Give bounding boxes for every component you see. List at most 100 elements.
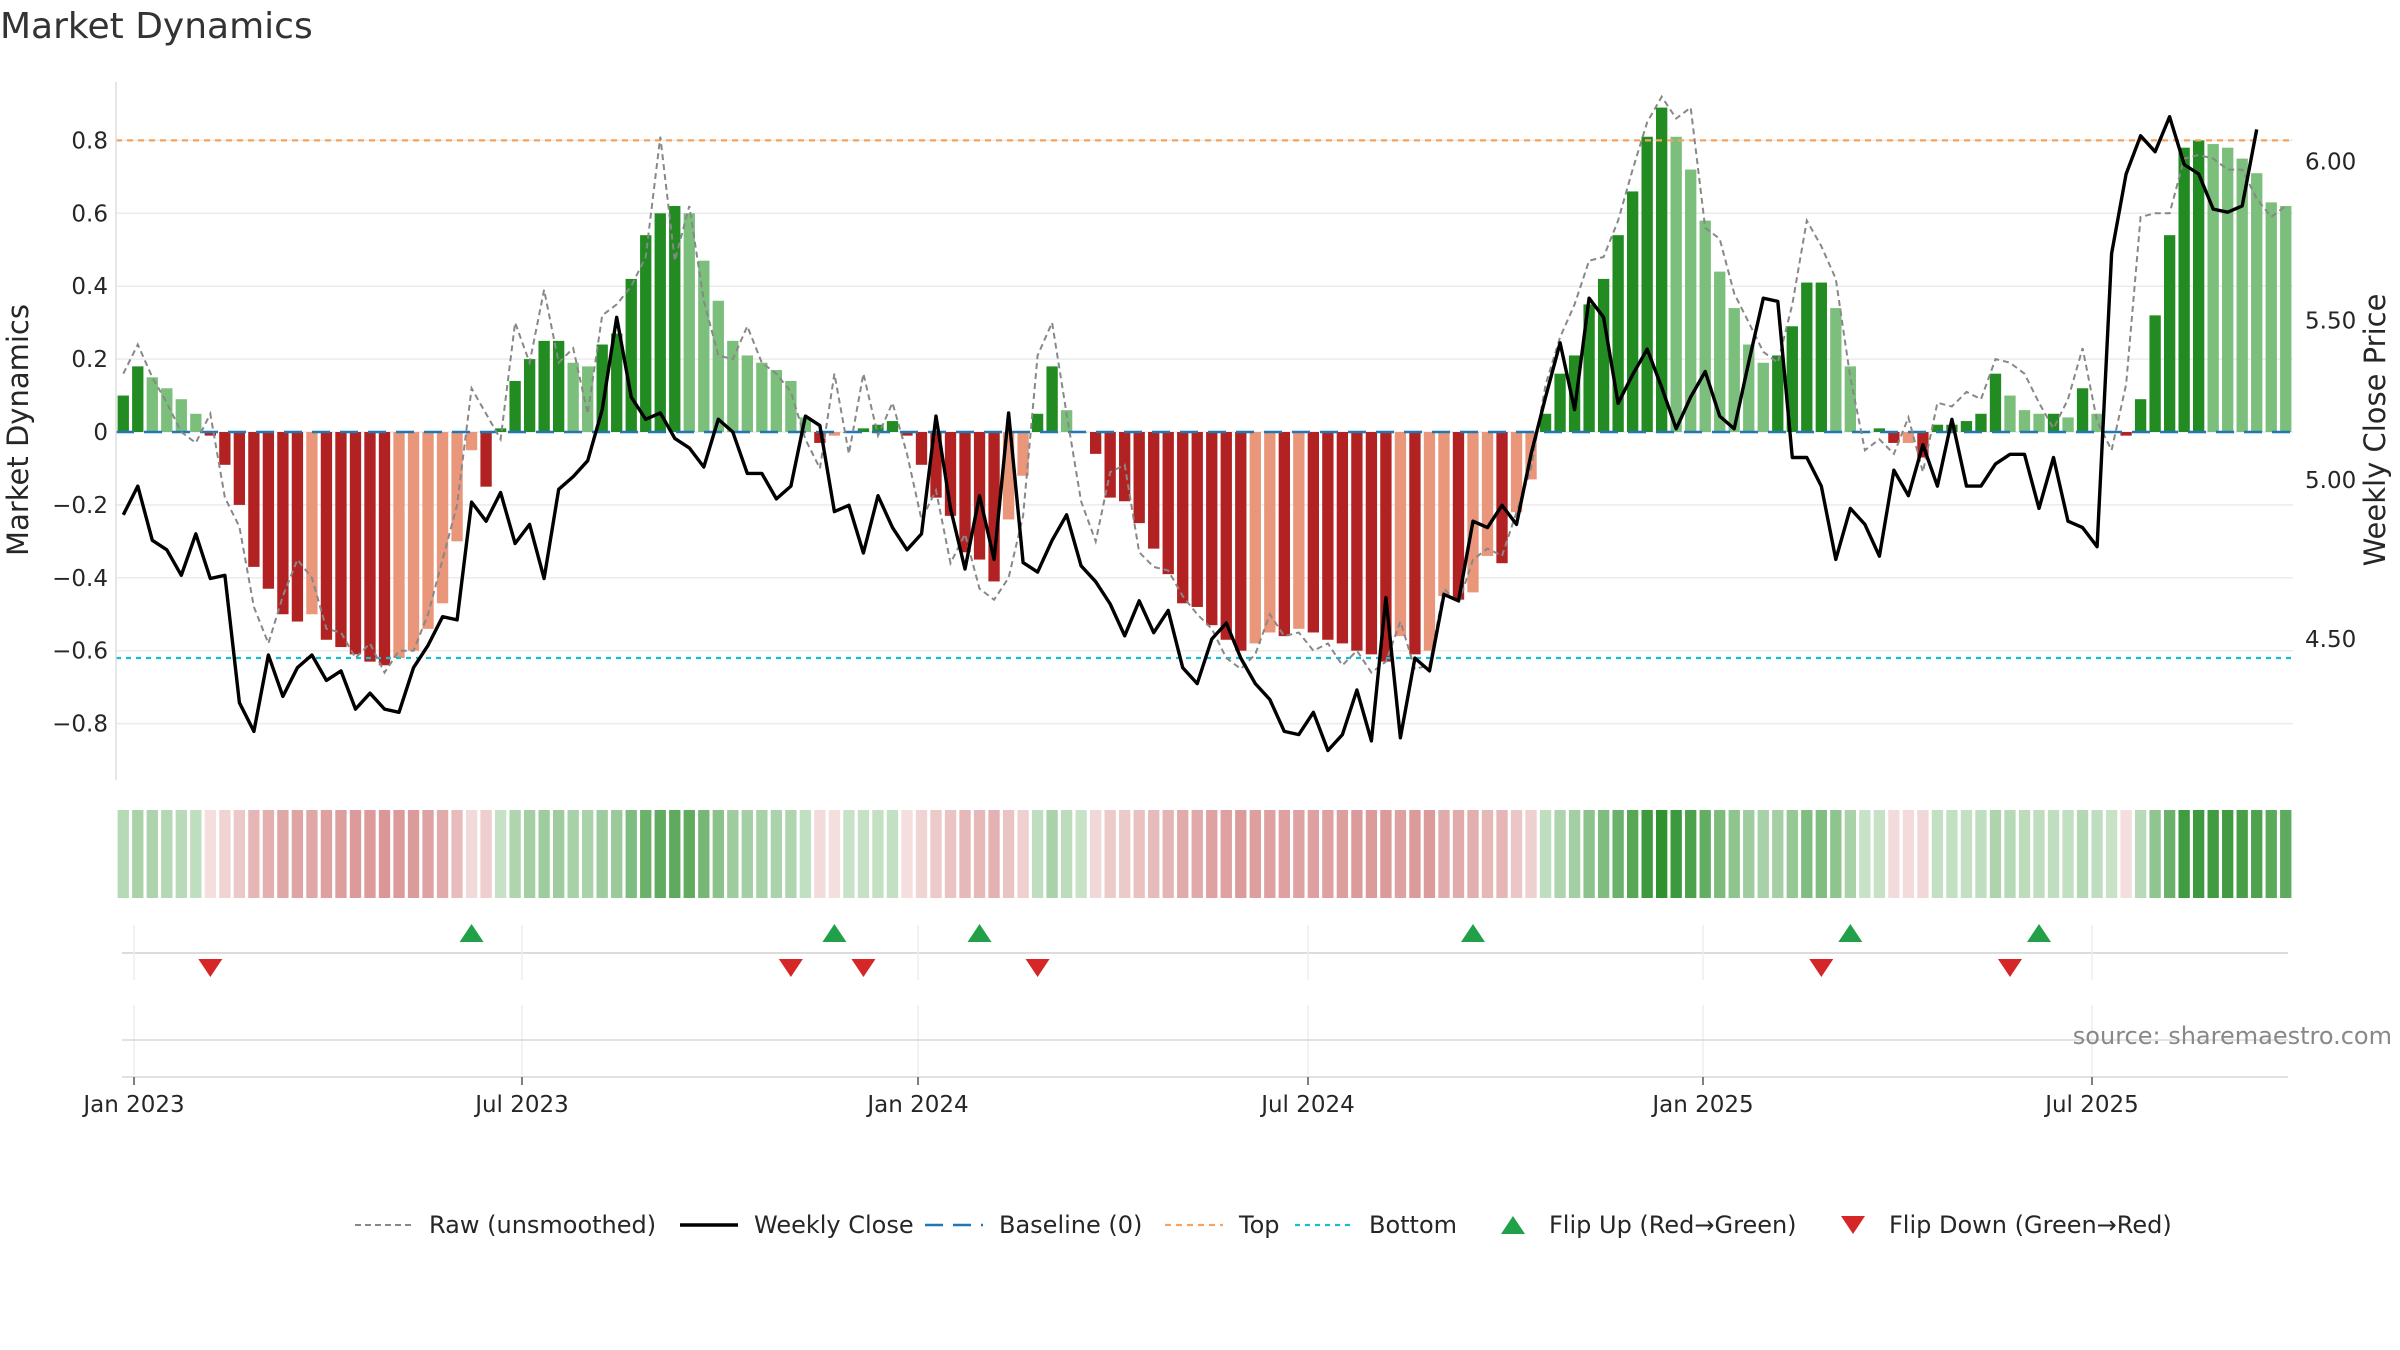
dynamics-bar	[2222, 147, 2234, 432]
flip-down-marker	[851, 959, 876, 977]
flip-markers-panel	[122, 924, 2288, 980]
heat-cell	[2047, 810, 2060, 898]
heat-cell	[306, 810, 318, 898]
flip-up-marker	[2027, 924, 2052, 942]
flip-up-marker	[459, 924, 484, 942]
dynamics-bar	[1626, 191, 1639, 432]
left-tick-label: −0.8	[52, 712, 108, 738]
dynamics-bar	[1989, 373, 2002, 432]
heat-cell	[422, 810, 434, 898]
heat-cell	[698, 810, 710, 898]
heat-cell	[1467, 810, 1479, 898]
heat-cell	[538, 810, 550, 898]
dynamics-bar	[1641, 136, 1653, 432]
legend-item-price: Weekly Close	[680, 1211, 914, 1239]
heat-cell	[2091, 810, 2103, 898]
heat-cell	[1002, 810, 1015, 898]
heat-cell	[712, 810, 724, 898]
heat-cell	[1220, 810, 1232, 898]
heat-cell	[2004, 810, 2016, 898]
dynamics-bar	[1394, 432, 1407, 637]
left-tick-label: 0.2	[71, 347, 108, 373]
dynamics-bar	[1322, 432, 1334, 640]
dynamics-bar	[669, 206, 681, 432]
heat-cell	[1772, 810, 1784, 898]
heat-cell	[523, 810, 536, 898]
gridlines	[116, 139, 2293, 725]
left-tick-label: 0.4	[71, 274, 108, 300]
heat-cell	[596, 810, 608, 898]
heat-cell	[959, 810, 971, 898]
legend-label: Weekly Close	[754, 1211, 914, 1239]
heat-cell	[2120, 810, 2132, 898]
heat-cell	[1859, 810, 1871, 898]
heat-cell	[2193, 810, 2205, 898]
weekly-close-line	[121, 114, 2259, 753]
dynamics-bar	[727, 340, 739, 432]
dynamics-bar	[1728, 308, 1740, 432]
heat-cell	[1801, 810, 1813, 898]
dynamics-bar	[364, 432, 376, 662]
heat-cell	[1409, 810, 1421, 898]
heat-cell	[582, 810, 594, 898]
dynamics-bar	[1249, 432, 1261, 644]
heat-cell	[843, 810, 855, 898]
heat-cell	[1249, 810, 1261, 898]
dynamics-bar	[2134, 399, 2147, 432]
heat-cell	[1830, 810, 1842, 898]
heat-cell	[1873, 810, 1886, 898]
dynamics-bar	[2004, 395, 2016, 432]
dynamics-bar	[2091, 413, 2103, 432]
dynamics-bar	[2163, 235, 2176, 432]
dynamics-bar	[1931, 424, 1944, 432]
dynamics-bar	[1554, 373, 1566, 432]
x-tick-label: Jan 2023	[81, 1092, 184, 1118]
dynamics-bar	[480, 432, 492, 487]
heat-cell	[1481, 810, 1494, 898]
x-tick-label: Jul 2025	[2043, 1092, 2139, 1118]
dynamics-bar	[552, 340, 565, 432]
heat-cell	[1714, 810, 1726, 898]
dynamics-bar	[1220, 432, 1232, 640]
dynamics-bar	[1656, 107, 1668, 432]
dynamics-bar	[756, 362, 768, 432]
heat-cell	[1583, 810, 1595, 898]
heat-cell	[2280, 810, 2292, 898]
dynamics-bar	[1191, 432, 1203, 607]
heat-cell	[2163, 810, 2176, 898]
heat-cell	[886, 810, 899, 898]
dynamics-bar	[262, 432, 275, 589]
dynamics-bar	[509, 380, 521, 432]
heat-cell	[132, 810, 144, 898]
heat-cell	[915, 810, 928, 898]
flip-down-marker	[1809, 959, 1834, 977]
dynamics-bar	[190, 413, 202, 432]
heat-cell	[552, 810, 565, 898]
heat-cell	[190, 810, 202, 898]
dynamics-bar	[1278, 432, 1290, 637]
heat-cell	[1104, 810, 1116, 898]
dynamics-bar	[1685, 169, 1697, 432]
legend: Raw (unsmoothed) Weekly Close Baseline (0)…	[355, 1211, 2172, 1239]
heat-cell	[219, 810, 231, 898]
dynamics-bar	[1568, 355, 1581, 432]
dynamics-bar	[1423, 432, 1436, 651]
dynamics-bar	[2149, 315, 2161, 432]
dynamics-bar	[1902, 432, 1915, 443]
dynamics-bar	[335, 432, 347, 648]
heat-cell	[1017, 810, 1029, 898]
dynamics-bar	[654, 213, 666, 432]
dynamics-bar	[799, 417, 812, 432]
heat-cell	[1917, 810, 1929, 898]
heat-cell	[335, 810, 347, 898]
dynamics-bar	[1510, 432, 1523, 513]
heat-cell	[2251, 810, 2263, 898]
dynamics-bar	[2193, 140, 2205, 432]
dynamics-bar	[2062, 417, 2074, 432]
heat-cell	[1815, 810, 1827, 898]
flip-down-marker	[198, 959, 223, 977]
dynamics-bar	[988, 432, 1000, 582]
heat-cell	[1293, 810, 1305, 898]
heat-cell	[944, 810, 957, 898]
dynamics-bar	[233, 432, 246, 505]
